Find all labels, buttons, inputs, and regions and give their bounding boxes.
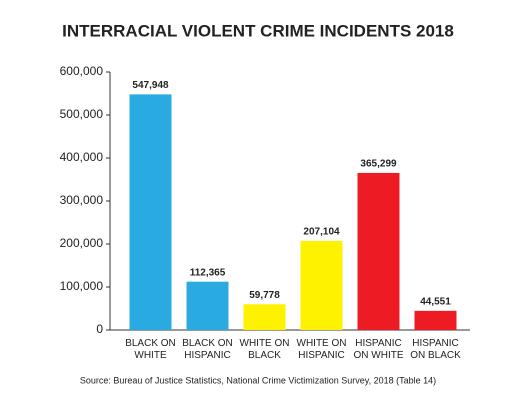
x-tick-label: BLACK ON HISPANIC — [182, 338, 233, 361]
y-tick-label: 0 — [96, 322, 103, 336]
bar — [414, 310, 457, 330]
bar — [129, 94, 172, 331]
value-label: 112,365 — [190, 267, 226, 278]
bar — [357, 172, 400, 330]
x-tick-label: HISPANIC ON BLACK — [410, 338, 461, 361]
value-label: 207,104 — [303, 227, 340, 238]
value-label: 44,551 — [420, 296, 451, 307]
bar — [300, 240, 343, 330]
bar — [243, 304, 286, 330]
value-label: 365,299 — [360, 159, 397, 170]
y-tick-label: 400,000 — [60, 150, 104, 164]
bar — [186, 281, 229, 330]
value-label: 59,778 — [249, 290, 280, 301]
x-tick-label: HISPANIC ON WHITE — [353, 338, 404, 361]
value-label: 547,948 — [132, 80, 169, 91]
x-tick-label: WHITE ON HISPANIC — [296, 338, 347, 361]
y-tick-label: 600,000 — [60, 64, 104, 78]
y-tick-label: 100,000 — [60, 279, 104, 293]
x-tick-label: BLACK ON WHITE — [125, 338, 176, 361]
x-tick-label: WHITE ON BLACK — [239, 338, 290, 361]
y-tick-label: 500,000 — [60, 107, 104, 121]
y-tick-label: 200,000 — [60, 236, 104, 250]
source-note: Source: Bureau of Justice Statistics, Na… — [80, 375, 436, 385]
chart-title: INTERRACIAL VIOLENT CRIME INCIDENTS 2018 — [62, 21, 454, 40]
y-tick-label: 300,000 — [60, 193, 104, 207]
